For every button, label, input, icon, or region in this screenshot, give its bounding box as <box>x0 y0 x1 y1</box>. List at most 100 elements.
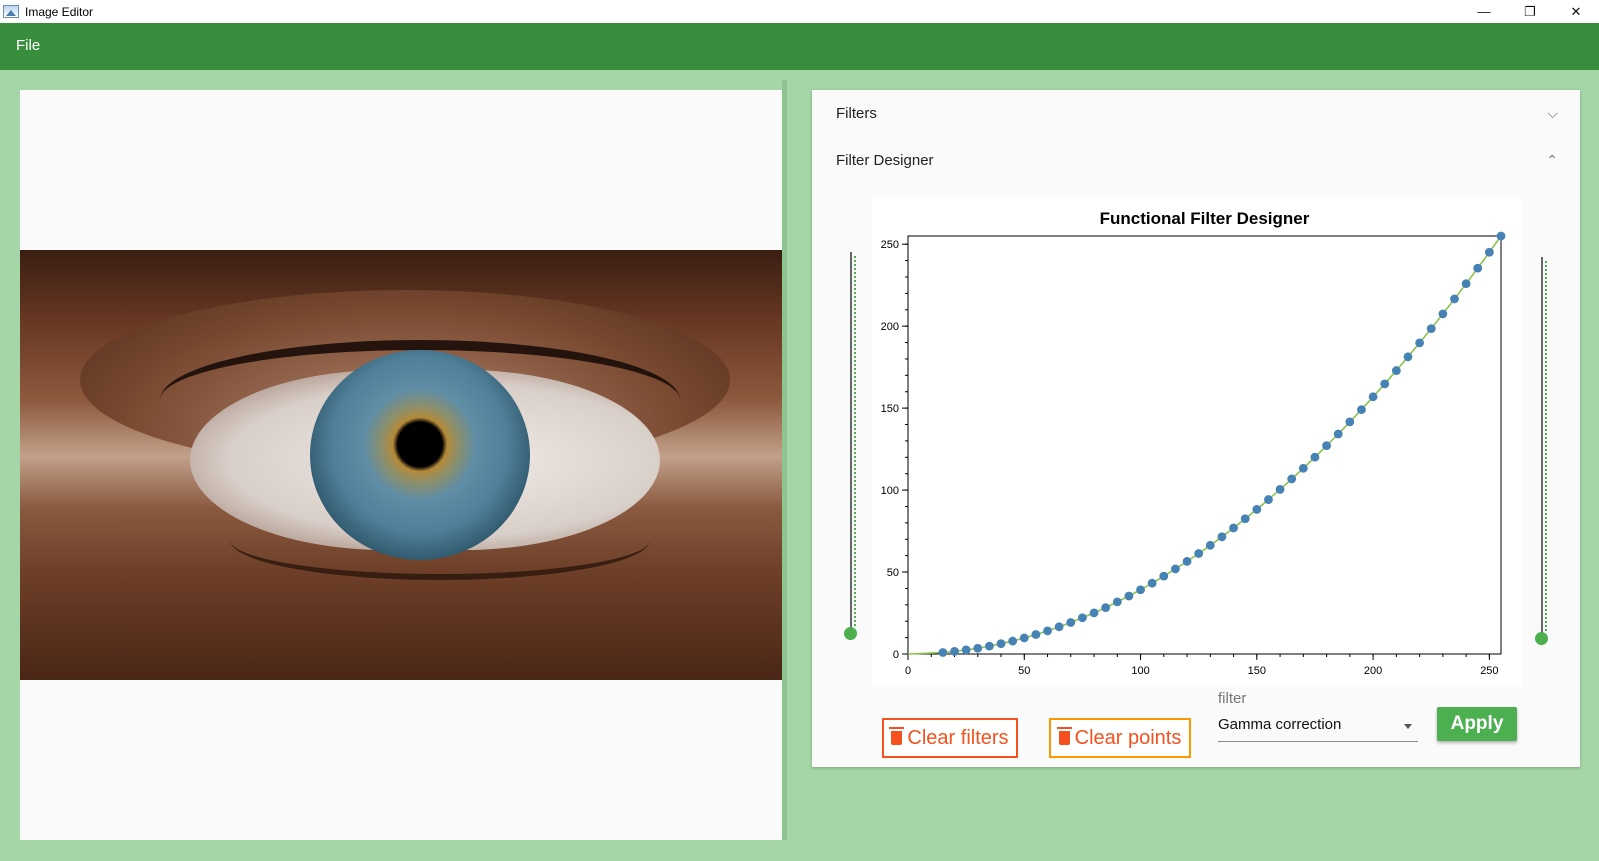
clear-points-button[interactable]: Clear points <box>1049 718 1191 758</box>
data-point[interactable] <box>1450 294 1459 304</box>
data-point[interactable] <box>1229 523 1238 533</box>
data-point[interactable] <box>1287 474 1297 484</box>
filters-expander[interactable]: Filters ⌵ <box>812 90 1580 136</box>
data-point[interactable] <box>938 648 948 657</box>
panel-splitter[interactable] <box>782 80 787 840</box>
data-point[interactable] <box>1415 338 1425 348</box>
window-controls: — ❐ ✕ <box>1461 0 1599 23</box>
data-point[interactable] <box>1194 549 1204 558</box>
data-point[interactable] <box>1264 495 1273 504</box>
filter-chart[interactable]: Functional Filter Designer 0 50 100 150 200 25… <box>872 197 1522 687</box>
close-button[interactable]: ✕ <box>1570 3 1582 19</box>
data-point[interactable] <box>1473 263 1483 273</box>
data-point[interactable] <box>1136 585 1145 595</box>
data-point[interactable] <box>1101 603 1111 613</box>
right-slider[interactable] <box>1535 257 1549 645</box>
right-slider-track <box>1541 257 1543 645</box>
data-point[interactable] <box>1426 324 1436 334</box>
y-tick-label: 250 <box>881 239 899 251</box>
x-tick-label: 100 <box>1131 665 1149 677</box>
clear-points-label: Clear points <box>1074 726 1182 749</box>
data-point[interactable] <box>1252 505 1262 514</box>
data-point[interactable] <box>996 639 1006 649</box>
data-point[interactable] <box>1171 564 1180 574</box>
data-point[interactable] <box>1240 514 1250 524</box>
trash-icon <box>889 727 905 745</box>
data-point[interactable] <box>1322 441 1331 451</box>
filter-select-label: filter <box>1218 690 1247 707</box>
eye-photo <box>20 250 787 680</box>
data-point[interactable] <box>1496 231 1506 241</box>
left-slider-ticks <box>854 256 856 626</box>
dropdown-arrow-icon <box>1404 724 1412 729</box>
menu-bar: File <box>0 23 1599 70</box>
data-point[interactable] <box>984 641 994 651</box>
data-point[interactable] <box>1391 366 1401 375</box>
data-point[interactable] <box>1275 485 1285 494</box>
x-tick-label: 150 <box>1248 665 1266 677</box>
chevron-down-icon: ⌵ <box>1547 104 1558 121</box>
title-bar: Image Editor — ❐ ✕ <box>0 0 1599 23</box>
data-point[interactable] <box>1403 352 1413 362</box>
x-tick-label: 50 <box>1018 665 1030 677</box>
filter-select[interactable]: Gamma correction <box>1218 712 1418 742</box>
data-point[interactable] <box>1461 279 1471 289</box>
clear-filters-label: Clear filters <box>907 726 1009 749</box>
x-tick-label: 0 <box>905 665 911 677</box>
data-point[interactable] <box>1345 417 1355 427</box>
data-point[interactable] <box>973 643 983 653</box>
data-point[interactable] <box>1089 608 1099 618</box>
y-tick-label: 50 <box>887 567 899 579</box>
data-point[interactable] <box>1310 452 1320 462</box>
data-point[interactable] <box>1124 591 1134 601</box>
data-point[interactable] <box>1205 540 1215 550</box>
data-point[interactable] <box>961 645 971 655</box>
filters-panel: Filters ⌵ Filter Designer ⌃ Functional F… <box>812 90 1580 767</box>
filters-label: Filters <box>836 104 877 122</box>
chevron-up-icon: ⌃ <box>1546 151 1558 168</box>
plot-frame <box>907 235 1502 655</box>
series-line <box>907 235 1502 655</box>
data-point[interactable] <box>1333 429 1343 439</box>
data-point[interactable] <box>1182 556 1192 566</box>
data-point[interactable] <box>1008 636 1018 646</box>
data-point[interactable] <box>1078 613 1087 623</box>
data-point[interactable] <box>1066 618 1076 627</box>
data-point[interactable] <box>950 646 959 656</box>
data-point[interactable] <box>1019 633 1029 643</box>
trash-icon <box>1056 727 1072 745</box>
filter-select-value: Gamma correction <box>1218 716 1342 733</box>
x-tick-label: 250 <box>1480 665 1498 677</box>
clear-filters-button[interactable]: Clear filters <box>882 718 1018 758</box>
data-point[interactable] <box>1112 597 1122 607</box>
right-slider-thumb[interactable] <box>1535 632 1548 645</box>
minimize-button[interactable]: — <box>1477 4 1491 19</box>
x-tick-label: 200 <box>1364 665 1382 677</box>
filter-designer-label: Filter Designer <box>836 151 934 169</box>
data-point[interactable] <box>1054 622 1064 632</box>
data-point[interactable] <box>1380 379 1390 389</box>
data-point[interactable] <box>1484 247 1494 257</box>
apply-button[interactable]: Apply <box>1437 707 1517 741</box>
data-point[interactable] <box>1147 578 1157 588</box>
lower-lashes <box>230 540 650 580</box>
data-point[interactable] <box>1031 630 1041 639</box>
y-tick-label: 0 <box>893 649 899 661</box>
data-point[interactable] <box>1217 532 1227 542</box>
left-slider[interactable] <box>844 252 858 640</box>
left-slider-thumb[interactable] <box>844 627 857 640</box>
filter-chart-svg[interactable]: Functional Filter Designer 0 50 100 150 200 25… <box>872 197 1522 687</box>
data-point[interactable] <box>1368 392 1378 402</box>
y-tick-label: 150 <box>881 403 899 415</box>
data-point[interactable] <box>1357 405 1366 414</box>
data-point[interactable] <box>1043 626 1052 636</box>
menu-file[interactable]: File <box>16 37 41 54</box>
upper-lashes <box>160 340 680 400</box>
data-point[interactable] <box>1438 309 1448 319</box>
data-point[interactable] <box>1298 463 1308 473</box>
restore-button[interactable]: ❐ <box>1524 3 1536 19</box>
data-point[interactable] <box>1159 571 1169 581</box>
y-tick-label: 100 <box>881 485 899 497</box>
y-tick-label: 200 <box>881 321 899 333</box>
filter-designer-expander[interactable]: Filter Designer ⌃ <box>812 137 1580 183</box>
